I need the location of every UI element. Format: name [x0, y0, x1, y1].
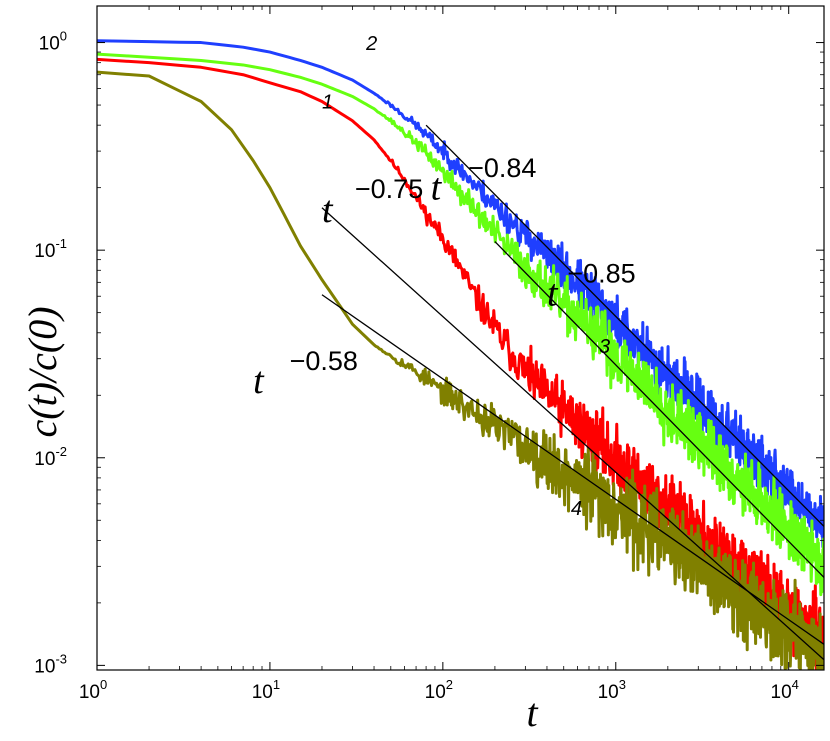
- y-tick-label: 10-2: [34, 444, 67, 470]
- fit-075-label-exp: −0.75: [355, 174, 423, 204]
- fit-084-label-base: t: [431, 167, 443, 209]
- x-tick-exp: 1: [273, 677, 280, 692]
- fit-058-label-base: t: [253, 360, 265, 402]
- x-tick-label: 101: [252, 677, 280, 703]
- series-3-line: [97, 52, 824, 597]
- y-tick-exp: 0: [60, 29, 67, 44]
- fit-075-line: [321, 207, 824, 661]
- fit-075-label-base: t: [322, 189, 334, 231]
- series-3-label: 3: [599, 336, 610, 358]
- y-tick-base: 10: [39, 34, 60, 55]
- fit-084-line: [425, 124, 824, 527]
- y-tick-base: 10: [34, 449, 55, 470]
- fit-085-label-base: t: [547, 273, 559, 315]
- y-tick-exp: -3: [55, 651, 67, 666]
- y-tick-exp: -1: [55, 236, 67, 251]
- series-1-label: 1: [322, 92, 333, 114]
- x-tick-exp: 2: [446, 677, 453, 692]
- fit-084-label-exp: −0.84: [468, 153, 536, 183]
- series-4-line: [97, 70, 824, 670]
- y-tick-label: 10-1: [34, 236, 67, 262]
- x-tick-base: 10: [598, 682, 619, 703]
- plot-frame: [96, 5, 825, 671]
- x-tick-base: 10: [425, 682, 446, 703]
- x-tick-exp: 0: [100, 677, 107, 692]
- y-tick-label: 100: [39, 29, 67, 55]
- x-tick-exp: 4: [792, 677, 799, 692]
- x-tick-label: 102: [425, 677, 453, 703]
- y-tick-label: 10-3: [34, 651, 67, 677]
- fit-085-label-exp: −0.85: [567, 258, 635, 288]
- x-tick-label: 103: [598, 677, 626, 703]
- y-tick-exp: -2: [55, 444, 67, 459]
- series-2-label: 2: [365, 33, 377, 55]
- fit-lines: [321, 124, 824, 661]
- y-axis-label: c(t)/c(0): [20, 306, 65, 437]
- x-axis-label: t: [526, 690, 538, 735]
- fit-085-line: [494, 241, 824, 578]
- fit-058-line: [321, 294, 824, 645]
- x-tick-label: 104: [771, 677, 799, 703]
- x-tick-base: 10: [79, 682, 100, 703]
- y-tick-base: 10: [34, 656, 55, 677]
- annotations: 1 2 3 4 t −0.84 t −0.85 t −0.75 t −0.58: [253, 33, 636, 520]
- x-tick-label: 100: [79, 677, 107, 703]
- x-tick-base: 10: [771, 682, 792, 703]
- series-layer: [97, 39, 824, 670]
- x-tick-base: 10: [252, 682, 273, 703]
- x-tick-exp: 3: [619, 677, 626, 692]
- y-tick-base: 10: [34, 241, 55, 262]
- series-2-line: [97, 39, 824, 549]
- fit-058-label-exp: −0.58: [290, 346, 358, 376]
- series-4-label: 4: [571, 498, 582, 520]
